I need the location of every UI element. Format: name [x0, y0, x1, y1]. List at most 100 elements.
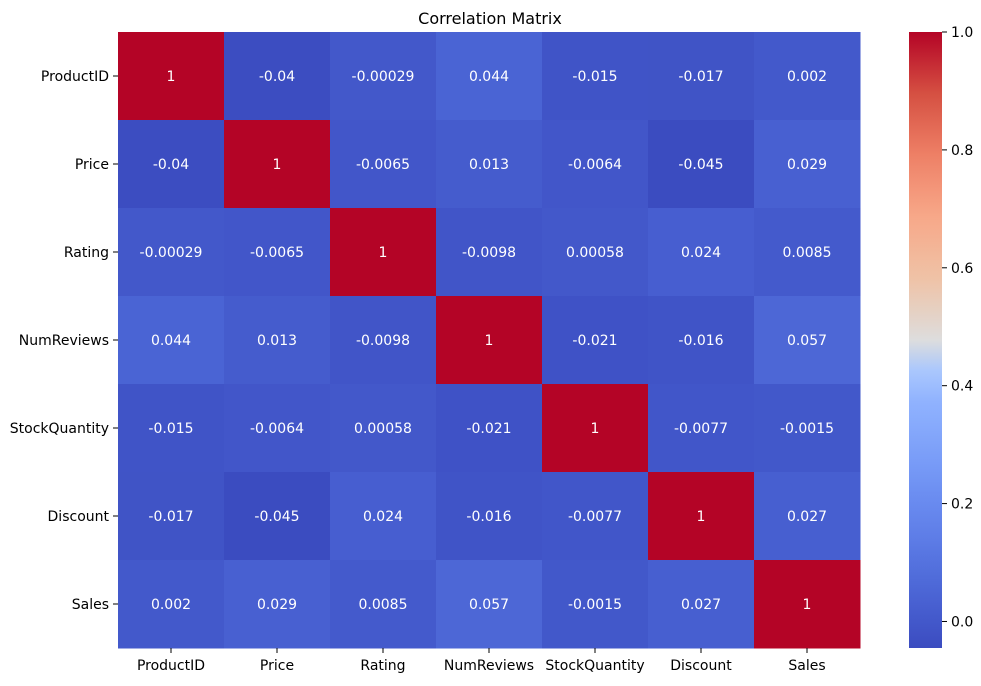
- cell-value-label: 1: [485, 333, 494, 349]
- colorbar-tick-label: 0.8: [951, 143, 973, 159]
- heatmap-cell: [118, 472, 225, 561]
- cell-value-label: 0.029: [257, 597, 297, 613]
- y-tick-label: ProductID: [41, 69, 109, 85]
- heatmap-cell: [436, 560, 543, 649]
- heatmap-cell: [542, 384, 649, 473]
- cell-value-label: 0.024: [681, 245, 721, 261]
- heatmap-cells: [118, 32, 861, 649]
- heatmap-cell: [224, 208, 331, 297]
- cell-value-label: 0.027: [787, 509, 827, 525]
- heatmap-cell: [436, 120, 543, 209]
- heatmap-cell: [542, 32, 649, 121]
- cell-value-label: -0.00029: [140, 245, 203, 261]
- cell-value-label: -0.0098: [462, 245, 516, 261]
- y-tick-label: Price: [75, 157, 109, 173]
- x-tick-label: Sales: [788, 658, 825, 674]
- x-tick-label: NumReviews: [444, 658, 534, 674]
- cell-value-label: -0.0065: [356, 157, 410, 173]
- cell-value-label: 0.044: [151, 333, 191, 349]
- heatmap-cell: [754, 120, 861, 209]
- cell-value-label: -0.0064: [568, 157, 622, 173]
- heatmap-cell: [118, 32, 225, 121]
- colorbar: 0.0 0.2 0.4 0.6 0.8 1.0: [909, 25, 973, 648]
- heatmap-cell: [542, 208, 649, 297]
- colorbar-tick-label: 0.4: [951, 379, 973, 395]
- cell-value-label: 0.057: [469, 597, 509, 613]
- cell-value-label: 1: [273, 157, 282, 173]
- cell-value-label: 0.00058: [566, 245, 624, 261]
- y-tick-label: Discount: [48, 509, 110, 525]
- heatmap-cell: [542, 560, 649, 649]
- cell-value-label: -0.0077: [568, 509, 622, 525]
- heatmap-cell: [648, 32, 755, 121]
- heatmap-cell: [542, 472, 649, 561]
- cell-value-label: -0.0065: [250, 245, 304, 261]
- cell-value-label: -0.017: [678, 69, 723, 85]
- heatmap-cell: [648, 208, 755, 297]
- heatmap-cell: [224, 384, 331, 473]
- cell-value-label: -0.021: [466, 421, 511, 437]
- cell-value-label: 0.024: [363, 509, 403, 525]
- cell-value-label: -0.0077: [674, 421, 728, 437]
- cell-value-label: -0.045: [254, 509, 299, 525]
- heatmap-cell: [118, 560, 225, 649]
- colorbar-tick-label: 0.0: [951, 614, 973, 630]
- cell-value-label: -0.0015: [568, 597, 622, 613]
- heatmap-cell: [224, 472, 331, 561]
- heatmap-cell: [436, 208, 543, 297]
- x-tick-label: Rating: [360, 658, 405, 674]
- heatmap-cell: [118, 296, 225, 385]
- x-tick-label: Discount: [670, 658, 732, 674]
- chart-title: Correlation Matrix: [418, 9, 562, 28]
- cell-value-label: 1: [379, 245, 388, 261]
- heatmap-cell: [754, 560, 861, 649]
- cell-value-label: -0.045: [678, 157, 723, 173]
- heatmap-cell: [754, 384, 861, 473]
- colorbar-gradient: [909, 32, 942, 648]
- cell-value-label: -0.015: [572, 69, 617, 85]
- cell-value-label: -0.00029: [352, 69, 415, 85]
- heatmap-cell: [754, 208, 861, 297]
- cell-value-label: -0.0015: [780, 421, 834, 437]
- heatmap-cell: [330, 32, 437, 121]
- y-tick-label: Sales: [72, 597, 109, 613]
- cell-value-label: 0.013: [469, 157, 509, 173]
- heatmap-cell: [224, 32, 331, 121]
- cell-value-label: 0.002: [151, 597, 191, 613]
- cell-value-label: -0.0098: [356, 333, 410, 349]
- y-axis: ProductID Price Rating NumReviews StockQuant…: [10, 69, 118, 613]
- heatmap-cell: [118, 120, 225, 209]
- heatmap-cell: [436, 472, 543, 561]
- heatmap-cell: [436, 296, 543, 385]
- heatmap-cell: [542, 120, 649, 209]
- heatmap-cell: [330, 296, 437, 385]
- heatmap-cell: [330, 208, 437, 297]
- heatmap-cell: [436, 384, 543, 473]
- colorbar-tick-label: 0.2: [951, 497, 973, 513]
- cell-value-label: -0.0064: [250, 421, 304, 437]
- heatmap-cell: [118, 384, 225, 473]
- y-tick-label: Rating: [64, 245, 109, 261]
- heatmap-cell: [754, 472, 861, 561]
- cell-value-label: 0.00058: [354, 421, 412, 437]
- cell-value-label: -0.021: [572, 333, 617, 349]
- heatmap-cell: [648, 560, 755, 649]
- heatmap-cell: [648, 296, 755, 385]
- heatmap-annotations: 1 -0.04 -0.00029 0.044 -0.015 -0.017 0.002 -0.0…: [140, 69, 835, 613]
- y-tick-label: StockQuantity: [10, 421, 109, 437]
- heatmap-cell: [754, 296, 861, 385]
- cell-value-label: 0.029: [787, 157, 827, 173]
- cell-value-label: -0.016: [678, 333, 723, 349]
- cell-value-label: 1: [167, 69, 176, 85]
- y-tick-label: NumReviews: [19, 333, 109, 349]
- cell-value-label: 0.044: [469, 69, 509, 85]
- heatmap-cell: [330, 120, 437, 209]
- x-tick-label: StockQuantity: [545, 658, 644, 674]
- cell-value-label: 1: [803, 597, 812, 613]
- cell-value-label: 0.0085: [783, 245, 832, 261]
- heatmap-cell: [542, 296, 649, 385]
- x-axis: ProductID Price Rating NumReviews StockQuant…: [137, 648, 826, 674]
- colorbar-tick-label: 0.6: [951, 261, 973, 277]
- cell-value-label: -0.015: [148, 421, 193, 437]
